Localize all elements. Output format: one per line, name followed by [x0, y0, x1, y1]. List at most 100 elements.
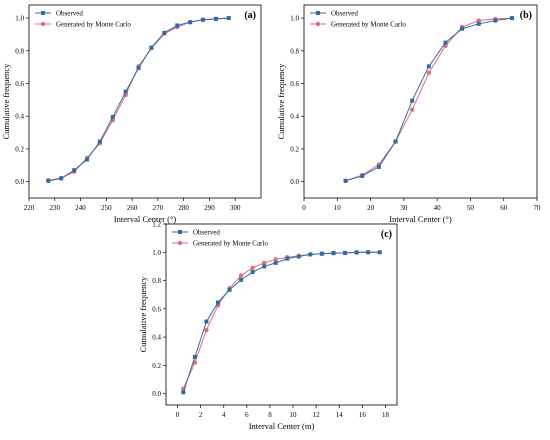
x-tick-label: 10	[334, 204, 342, 212]
chart-panel-2: 0 10 20 30 40 50 60 70 0.0 0.2 0.4 0.6 0.8 1.0 Interva…	[276, 4, 541, 224]
x-tick-label: 6	[245, 411, 249, 419]
y-axis-label: Cumulative frequency	[138, 276, 148, 353]
panel-label: (a)	[244, 10, 256, 21]
observed-point	[123, 89, 128, 94]
observed-point	[460, 26, 465, 31]
observed-point	[285, 256, 290, 261]
observed-point	[296, 254, 301, 259]
monte-carlo-point	[250, 265, 255, 271]
legend-marker-square	[178, 230, 182, 234]
legend-marker-circle	[315, 21, 321, 27]
observed-point	[215, 300, 220, 305]
observed-point	[162, 30, 167, 35]
y-axis-label: Cumulative frequency	[276, 63, 286, 140]
x-axis-label: Interval Center (°)	[114, 214, 177, 224]
observed-point	[443, 40, 448, 45]
legend-label: Observed	[193, 229, 220, 237]
y-tick-label: 0.8	[152, 277, 161, 285]
observed-point	[343, 250, 348, 255]
y-tick-label: 0.2	[290, 145, 299, 153]
x-tick-label: 12	[313, 411, 321, 419]
legend-marker-square	[316, 11, 320, 15]
legend-marker-circle	[40, 21, 46, 27]
y-tick-label: 0.0	[290, 178, 299, 186]
y-tick-label: 1.0	[290, 15, 299, 23]
observed-point	[136, 65, 141, 70]
observed-point	[393, 139, 398, 144]
x-tick-label: 4	[222, 411, 226, 419]
y-tick-label: 0.6	[290, 80, 299, 88]
observed-point	[72, 168, 77, 173]
observed-point	[204, 319, 209, 324]
observed-point	[308, 252, 313, 257]
observed-point	[366, 250, 371, 255]
observed-point	[376, 164, 381, 169]
monte-carlo-point	[204, 327, 209, 333]
observed-point	[213, 16, 218, 21]
observed-point	[410, 98, 415, 103]
monte-carlo-point	[273, 257, 278, 262]
observed-line	[345, 17, 513, 182]
observed-point	[377, 250, 382, 255]
observed-point	[250, 270, 255, 275]
legend-label: Generated by Monte Carlo	[193, 240, 268, 248]
x-tick-label: 250	[101, 204, 112, 212]
observed-point	[510, 16, 515, 21]
y-tick-label: 0.2	[15, 145, 24, 153]
chart-panel-3: 0 2 4 6 8 10 12 14 16 18 0.0 0.2 0.4 0.6 0.8 1.0 1.2 Inte…	[138, 221, 398, 431]
observed-point	[262, 264, 267, 269]
x-tick-label: 18	[382, 411, 390, 419]
monte-carlo-line	[345, 17, 513, 182]
observed-line	[48, 17, 229, 182]
chart-panel-1: 220 230 240 250 260 270 280 290 300 0.0 0.2 0.4 0.6 0…	[1, 4, 262, 224]
x-tick-label: 300	[230, 204, 241, 212]
observed-point	[97, 139, 102, 144]
x-tick-label: 16	[359, 411, 367, 419]
monte-carlo-line	[182, 251, 380, 389]
y-tick-label: 0.6	[152, 305, 161, 313]
y-tick-label: 1.0	[15, 15, 24, 23]
observed-point	[227, 287, 232, 292]
y-tick-label: 0.8	[290, 47, 299, 55]
observed-point	[476, 21, 481, 26]
x-tick-label: 220	[24, 204, 35, 212]
x-tick-label: 10	[290, 411, 298, 419]
y-tick-label: 0.6	[15, 80, 24, 88]
y-tick-label: 0.4	[290, 113, 299, 121]
observed-point	[360, 173, 365, 178]
observed-point	[181, 390, 186, 395]
monte-carlo-point	[238, 273, 244, 278]
panel-label: (b)	[520, 10, 532, 21]
y-tick-label: 0.0	[152, 390, 161, 398]
y-tick-label: 0.4	[152, 334, 161, 342]
legend-marker-circle	[177, 240, 183, 246]
x-tick-label: 50	[467, 204, 475, 212]
observed-point	[226, 16, 231, 21]
observed-point	[343, 178, 348, 183]
x-tick-label: 230	[50, 204, 61, 212]
panel-label: (c)	[381, 229, 392, 240]
x-tick-label: 20	[367, 204, 375, 212]
legend-label: Generated by Monte Carlo	[56, 21, 131, 29]
x-tick-label: 60	[500, 204, 508, 212]
observed-point	[331, 250, 336, 255]
y-tick-label: 0.0	[15, 178, 24, 186]
legend-label: Observed	[56, 10, 83, 18]
legend-marker-square	[41, 11, 45, 15]
x-tick-label: 30	[400, 204, 408, 212]
monte-carlo-point	[409, 107, 415, 112]
legend-label: Generated by Monte Carlo	[331, 21, 406, 29]
y-tick-label: 0.4	[15, 113, 24, 121]
x-tick-label: 40	[434, 204, 442, 212]
x-tick-label: 0	[302, 204, 306, 212]
plot-frame	[303, 4, 538, 199]
x-tick-label: 2	[199, 411, 203, 419]
x-tick-label: 270	[153, 204, 164, 212]
y-tick-label: 0.2	[152, 362, 161, 370]
observed-point	[493, 18, 498, 23]
x-tick-label: 240	[75, 204, 86, 212]
observed-point	[46, 178, 51, 183]
monte-carlo-line	[48, 17, 229, 181]
observed-point	[188, 20, 193, 25]
